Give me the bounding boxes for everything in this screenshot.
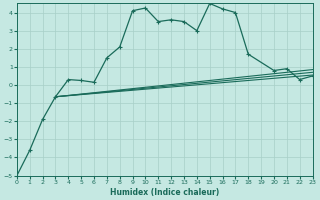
- X-axis label: Humidex (Indice chaleur): Humidex (Indice chaleur): [110, 188, 219, 197]
